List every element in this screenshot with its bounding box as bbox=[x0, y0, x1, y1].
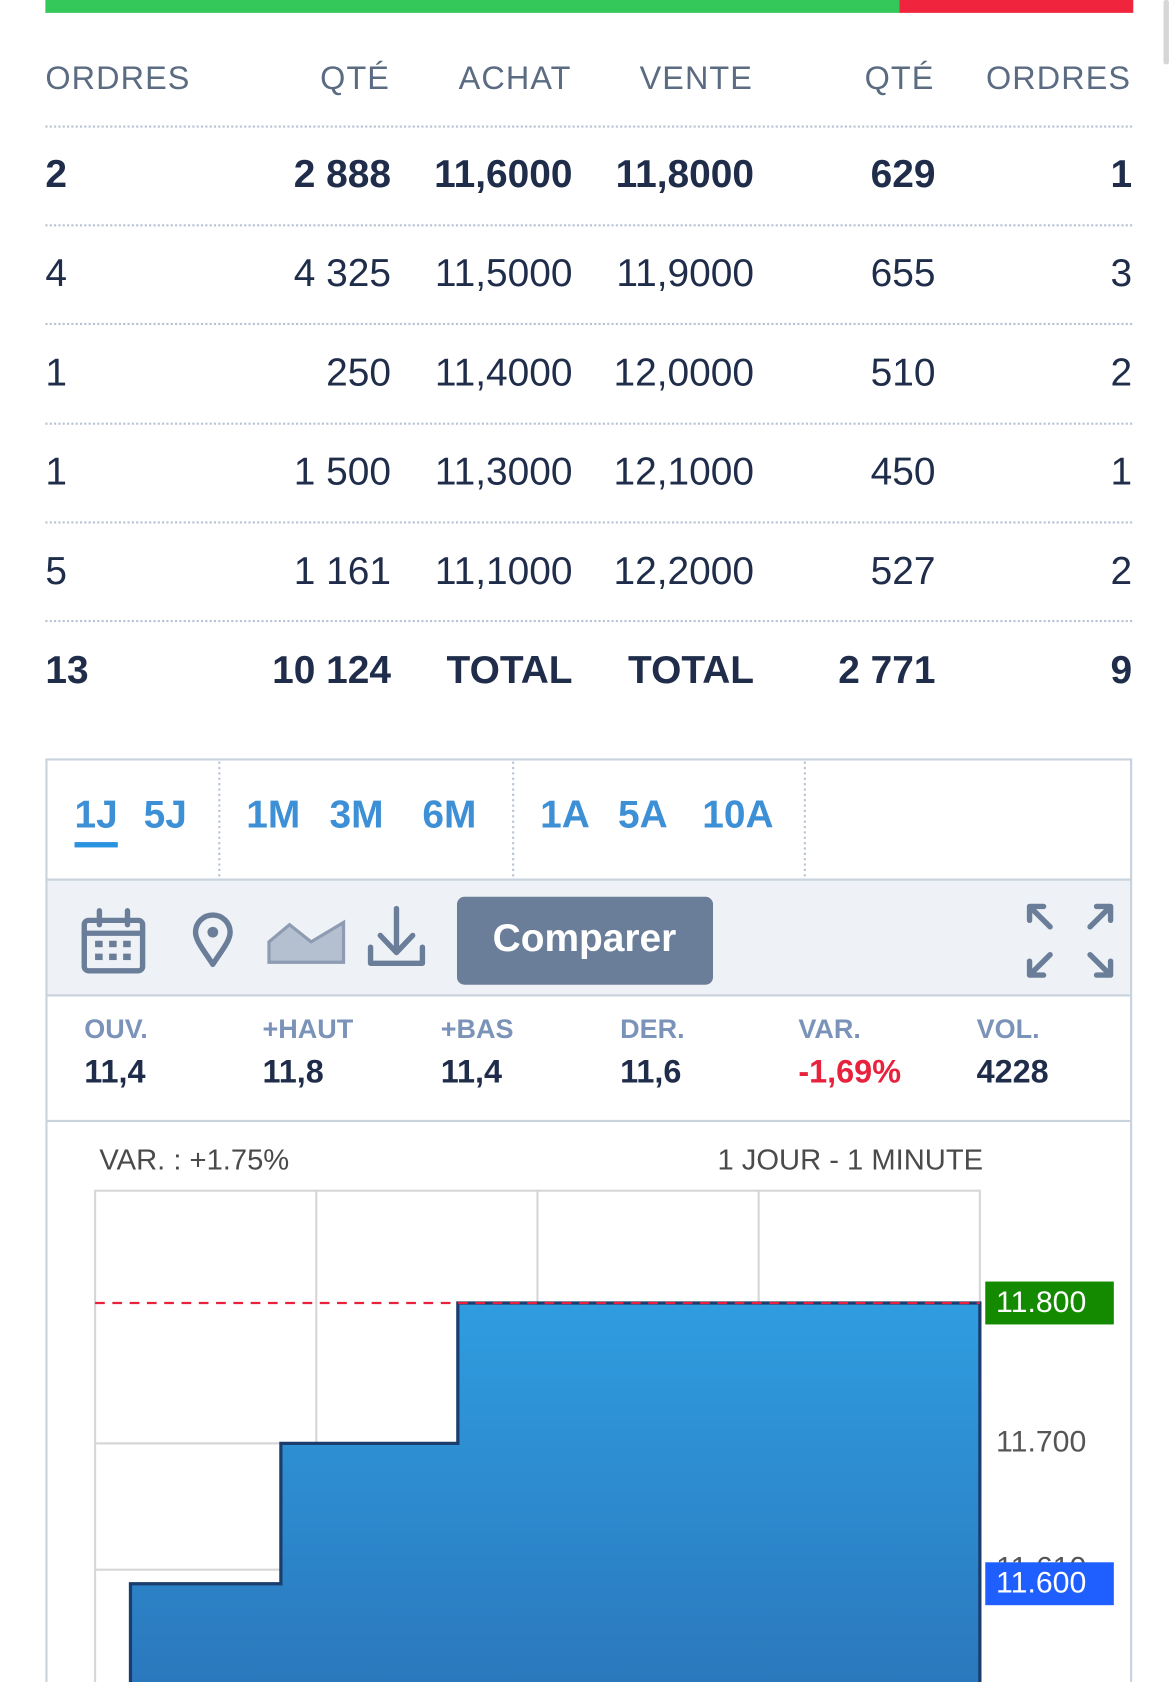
order-cell: 11,9000 bbox=[616, 252, 754, 295]
stat-label: +BAS bbox=[441, 1014, 514, 1044]
order-cell: 1 bbox=[1111, 153, 1133, 196]
order-cell: 1 161 bbox=[294, 550, 391, 593]
order-cell: 629 bbox=[871, 153, 936, 196]
order-cell: 5 bbox=[45, 550, 67, 593]
period-tab[interactable]: 1J bbox=[75, 794, 118, 837]
stat-value: 11,6 bbox=[620, 1053, 681, 1089]
chart-title: 1 JOUR - 1 MINUTE bbox=[717, 1144, 983, 1176]
compare-label[interactable]: Comparer bbox=[493, 917, 677, 960]
sell-depth bbox=[899, 0, 1134, 13]
area bbox=[130, 1302, 980, 1682]
order-cell: 450 bbox=[871, 450, 936, 493]
total-cell: 10 124 bbox=[272, 649, 391, 692]
order-cell: 12,0000 bbox=[613, 352, 754, 395]
total-cell: 13 bbox=[45, 649, 88, 692]
column-header: VENTE bbox=[640, 60, 753, 96]
marker-icon[interactable] bbox=[192, 912, 233, 968]
order-cell: 11,8000 bbox=[616, 153, 754, 196]
order-cell: 11,3000 bbox=[435, 450, 573, 493]
period-tab[interactable]: 1A bbox=[540, 794, 590, 837]
scrollbar bbox=[1163, 0, 1169, 65]
period-tab[interactable]: 6M bbox=[422, 794, 476, 837]
total-cell: 2 771 bbox=[838, 649, 935, 692]
order-cell: 250 bbox=[326, 352, 391, 395]
price-marker-label: 11.800 bbox=[996, 1286, 1086, 1319]
order-cell: 12,1000 bbox=[613, 450, 754, 493]
column-header: QTÉ bbox=[320, 60, 390, 96]
price-marker bbox=[985, 1562, 1114, 1606]
order-cell: 2 bbox=[1111, 550, 1133, 593]
stat-value: 11,4 bbox=[84, 1053, 145, 1089]
order-cell: 11,1000 bbox=[435, 550, 573, 593]
total-cell: TOTAL bbox=[628, 649, 754, 692]
chart-type-icon[interactable] bbox=[267, 919, 346, 964]
column-header: ORDRES bbox=[45, 60, 190, 96]
total-cell: 9 bbox=[1111, 649, 1133, 692]
stat-value: -1,69% bbox=[798, 1053, 901, 1089]
column-header: ACHAT bbox=[459, 60, 572, 96]
price-marker bbox=[985, 1281, 1114, 1325]
stat-value: 4228 bbox=[977, 1053, 1049, 1089]
active-underline bbox=[74, 842, 118, 848]
y-tick-label: 11.700 bbox=[996, 1425, 1086, 1458]
column-header: QTÉ bbox=[865, 60, 935, 96]
order-cell: 2 bbox=[45, 153, 67, 196]
fullscreen-icon[interactable] bbox=[1026, 903, 1114, 978]
stat-label: OUV. bbox=[84, 1014, 148, 1044]
order-cell: 12,2000 bbox=[613, 550, 754, 593]
total-cell: TOTAL bbox=[447, 649, 573, 692]
period-tab[interactable]: 3M bbox=[330, 794, 384, 837]
order-cell: 4 bbox=[45, 252, 67, 295]
order-cell: 4 325 bbox=[294, 252, 391, 295]
order-cell: 2 888 bbox=[294, 153, 391, 196]
order-cell: 2 bbox=[1111, 352, 1133, 395]
stat-value: 11,4 bbox=[441, 1053, 502, 1089]
order-cell: 11,4000 bbox=[435, 352, 573, 395]
order-cell: 1 bbox=[45, 352, 67, 395]
download-icon[interactable] bbox=[367, 905, 426, 966]
stat-label: +HAUT bbox=[263, 1014, 354, 1044]
price-marker-label: 11.600 bbox=[996, 1567, 1086, 1600]
order-cell: 3 bbox=[1111, 252, 1133, 295]
order-cell: 1 bbox=[45, 450, 67, 493]
period-tab[interactable]: 10A bbox=[702, 794, 773, 837]
order-cell: 527 bbox=[871, 550, 936, 593]
calendar-icon[interactable] bbox=[81, 908, 146, 974]
period-tab[interactable]: 5J bbox=[144, 794, 187, 837]
period-tab[interactable]: 5A bbox=[618, 794, 668, 837]
period-tab[interactable]: 1M bbox=[246, 794, 300, 837]
order-cell: 1 500 bbox=[294, 450, 391, 493]
chart-subtitle: VAR. : +1.75% bbox=[99, 1144, 289, 1176]
column-header: ORDRES bbox=[986, 60, 1131, 96]
stat-value: 11,8 bbox=[263, 1053, 324, 1089]
stat-label: VOL. bbox=[977, 1014, 1040, 1044]
stat-label: VAR. bbox=[798, 1014, 861, 1044]
compare-button[interactable] bbox=[456, 896, 714, 985]
order-cell: 655 bbox=[871, 252, 936, 295]
buy-depth bbox=[45, 0, 900, 13]
stat-label: DER. bbox=[620, 1014, 685, 1044]
order-cell: 510 bbox=[871, 352, 936, 395]
order-cell: 1 bbox=[1111, 450, 1133, 493]
order-cell: 11,6000 bbox=[434, 153, 572, 196]
order-cell: 11,5000 bbox=[435, 252, 573, 295]
